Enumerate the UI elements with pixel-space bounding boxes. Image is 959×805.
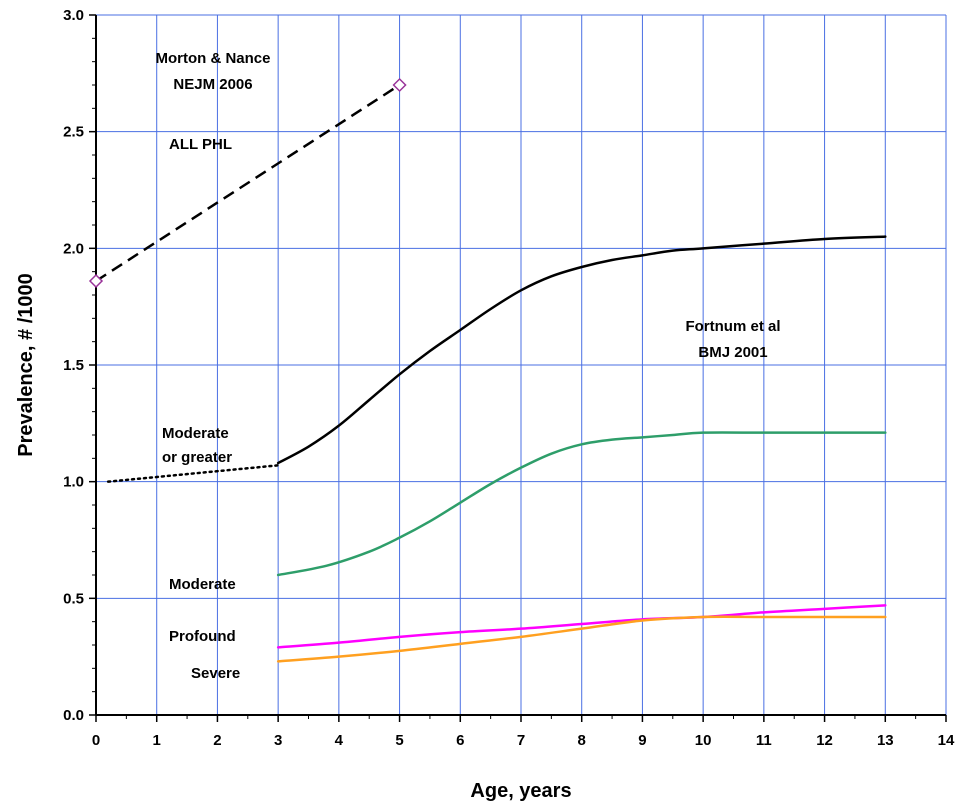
y-tick-label-4: 2.0 — [63, 240, 84, 257]
annotation-moderate-or-greater-line2: or greater — [162, 449, 232, 466]
y-axis-title: Prevalence, # /1000 — [15, 273, 37, 456]
series-marker-all-phl-0 — [88, 273, 104, 289]
x-tick-labels: 0 1 2 3 4 5 6 7 8 9 10 11 12 13 14 — [92, 732, 955, 749]
annotation-profound: Profound — [169, 628, 236, 645]
series-line-moderate-or-greater — [276, 235, 887, 465]
axes — [89, 14, 947, 722]
grid — [96, 14, 947, 715]
x-tick-label-6: 6 — [456, 732, 464, 749]
x-tick-label-5: 5 — [395, 732, 403, 749]
annotation-severe: Severe — [191, 665, 240, 682]
annotation-morton-line1: Morton & Nance — [155, 50, 270, 67]
series-lines — [95, 83, 887, 663]
x-tick-label-0: 0 — [92, 732, 100, 749]
y-tick-label-0: 0.0 — [63, 707, 84, 724]
x-axis-title: Age, years — [470, 780, 571, 802]
series-marker-all-phl-1 — [392, 77, 407, 93]
annotation-fortnum-line1: Fortnum et al — [685, 318, 780, 335]
series-markers — [88, 77, 407, 289]
x-tick-label-14: 14 — [938, 732, 955, 749]
x-tick-label-12: 12 — [816, 732, 833, 749]
annotation-fortnum-line2: BMJ 2001 — [698, 344, 767, 361]
x-tick-label-2: 2 — [213, 732, 221, 749]
x-tick-label-1: 1 — [153, 732, 161, 749]
x-tick-label-10: 10 — [695, 732, 712, 749]
series-line-moderate — [276, 431, 887, 577]
y-tick-labels: 0.0 0.5 1.0 1.5 2.0 2.5 3.0 — [63, 7, 84, 724]
y-tick-label-3: 1.5 — [63, 357, 84, 374]
x-tick-label-8: 8 — [578, 732, 586, 749]
annotation-moderate-or-greater-line1: Moderate — [162, 425, 229, 442]
y-tick-label-5: 2.5 — [63, 124, 84, 141]
annotation-morton-line2: NEJM 2006 — [173, 76, 252, 93]
y-tick-label-2: 1.0 — [63, 474, 84, 491]
annotation-moderate: Moderate — [169, 576, 236, 593]
y-tick-label-1: 0.5 — [63, 590, 84, 607]
x-tick-label-11: 11 — [756, 732, 772, 749]
x-tick-label-13: 13 — [877, 732, 894, 749]
annotations: Morton & Nance NEJM 2006 ALL PHL Fortnum… — [155, 50, 780, 682]
x-tick-label-7: 7 — [517, 732, 525, 749]
x-tick-label-4: 4 — [335, 732, 344, 749]
x-tick-label-3: 3 — [274, 732, 282, 749]
series-line-profound — [276, 604, 887, 649]
series-line-all-phl — [95, 83, 401, 283]
annotation-all-phl: ALL PHL — [169, 136, 232, 153]
series-line-severe — [276, 615, 887, 663]
y-tick-label-6: 3.0 — [63, 7, 84, 24]
x-tick-label-9: 9 — [638, 732, 646, 749]
series-line-moderate-or-greater-extrapolated — [106, 464, 280, 483]
